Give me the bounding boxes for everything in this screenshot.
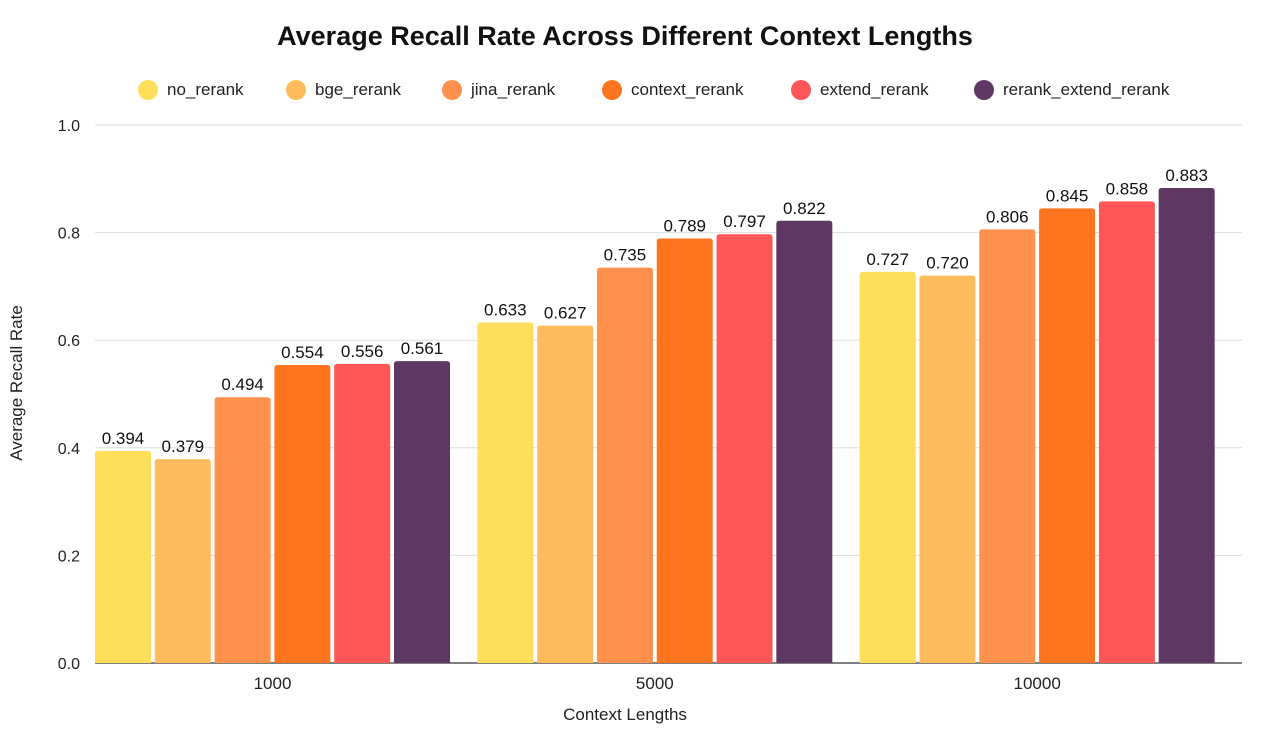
bar-jina_rerank-10000 <box>979 229 1036 663</box>
bar-value-label: 0.789 <box>663 217 706 236</box>
bar-value-label: 0.727 <box>866 250 909 269</box>
bar-bge_rerank-5000 <box>537 325 594 663</box>
bar-bge_rerank-1000 <box>154 459 211 663</box>
legend-label: no_rerank <box>167 80 244 99</box>
legend-marker <box>602 80 622 100</box>
x-tick-label: 5000 <box>636 674 674 693</box>
bar-value-label: 0.494 <box>221 375 264 394</box>
bar-value-label: 0.554 <box>281 343 324 362</box>
x-axis-ticks: 1000 5000 10000 <box>254 674 1061 693</box>
bar-value-label: 0.735 <box>604 246 647 265</box>
bar-value-label: 0.858 <box>1106 179 1149 198</box>
legend-marker <box>442 80 462 100</box>
legend-label: extend_rerank <box>820 80 929 99</box>
legend-item-no_rerank: no_rerank <box>138 80 244 100</box>
x-tick-label: 1000 <box>254 674 292 693</box>
bars <box>95 187 1215 664</box>
legend-item-bge_rerank: bge_rerank <box>286 80 402 100</box>
bar-no_rerank-5000 <box>477 322 534 663</box>
bar-rerank_extend_rerank-1000 <box>394 361 450 663</box>
legend: no_rerank bge_rerank jina_rerank context_re… <box>138 80 1170 100</box>
bar-rerank_extend_rerank-10000 <box>1158 187 1215 664</box>
legend-item-extend_rerank: extend_rerank <box>791 80 929 100</box>
legend-marker <box>138 80 158 100</box>
bar-value-label: 0.379 <box>162 437 205 456</box>
legend-label: jina_rerank <box>470 80 556 99</box>
legend-label: bge_rerank <box>315 80 402 99</box>
bar-value-label: 0.806 <box>986 207 1029 226</box>
bar-value-label: 0.627 <box>544 304 587 323</box>
legend-item-context_rerank: context_rerank <box>602 80 744 100</box>
y-tick-label: 0.2 <box>58 548 80 565</box>
bar-extend_rerank-5000 <box>716 234 773 664</box>
legend-label: rerank_extend_rerank <box>1003 80 1170 99</box>
y-tick-label: 0.4 <box>58 441 80 458</box>
bar-context_rerank-10000 <box>1039 208 1096 663</box>
bar-extend_rerank-10000 <box>1098 201 1155 663</box>
bar-bge_rerank-10000 <box>919 275 976 663</box>
legend-label: context_rerank <box>631 80 744 99</box>
bar-value-label: 0.845 <box>1046 186 1089 205</box>
y-axis-label: Average Recall Rate <box>7 305 26 461</box>
bar-no_rerank-10000 <box>859 271 916 663</box>
legend-marker <box>791 80 811 100</box>
legend-marker <box>974 80 994 100</box>
y-tick-label: 0.0 <box>58 656 80 673</box>
bar-value-label: 0.720 <box>926 254 969 273</box>
bar-context_rerank-1000 <box>274 364 331 663</box>
bar-extend_rerank-1000 <box>334 363 391 663</box>
bar-no_rerank-1000 <box>95 451 151 663</box>
y-tick-label: 0.6 <box>58 333 80 350</box>
y-tick-label: 1.0 <box>58 118 80 135</box>
bar-value-label: 0.556 <box>341 342 384 361</box>
x-tick-label: 10000 <box>1014 674 1061 693</box>
x-axis-label: Context Lengths <box>563 705 687 724</box>
bar-value-label: 0.883 <box>1165 166 1208 185</box>
y-axis-ticks: 0.0 0.2 0.4 0.6 0.8 1.0 <box>58 118 80 673</box>
bar-value-label: 0.797 <box>723 212 766 231</box>
bar-value-label: 0.633 <box>484 300 527 319</box>
bar-labels: 0.394 0.379 0.494 0.554 0.556 0.561 0.633 0.627… <box>102 166 1208 456</box>
bar-rerank_extend_rerank-5000 <box>776 220 833 663</box>
bar-jina_rerank-5000 <box>596 267 653 663</box>
bar-value-label: 0.822 <box>783 199 826 218</box>
legend-item-jina_rerank: jina_rerank <box>442 80 556 100</box>
bar-jina_rerank-1000 <box>214 397 271 663</box>
bar-context_rerank-5000 <box>656 238 713 663</box>
y-tick-label: 0.8 <box>58 226 80 243</box>
bar-value-label: 0.561 <box>401 339 444 358</box>
legend-marker <box>286 80 306 100</box>
chart-title: Average Recall Rate Across Different Con… <box>277 21 973 51</box>
legend-item-rerank_extend_rerank: rerank_extend_rerank <box>974 80 1170 100</box>
bar-value-label: 0.394 <box>102 429 145 448</box>
